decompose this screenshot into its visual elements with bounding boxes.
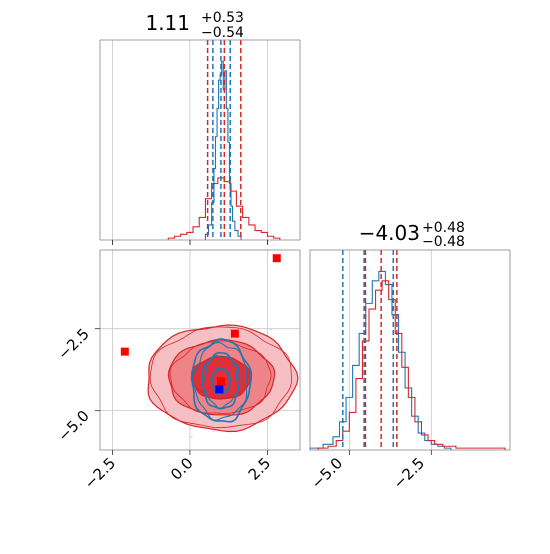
blue-contour-line [201,352,241,410]
histogram-step [309,270,452,450]
sample-point [257,327,260,330]
blue-contour-line [202,355,239,409]
hist-param-1-panel: 1.11 +0.53 −0.54 [99,10,301,245]
hist-param-2-ticks: −5.0 −2.5 [308,450,432,493]
hist-param-2-title-sub: −0.48 [422,234,465,250]
hist-param-1-frame [99,39,301,241]
sample-point [168,416,171,419]
hist-param-2-frame [309,249,511,451]
blue-contour-line [190,338,253,423]
joint-frame [99,249,301,451]
hist-param-1-title-sub: −0.54 [201,25,244,41]
hist-param-2-data [309,250,506,450]
hist-param-1-title-sup: +0.53 [201,10,244,26]
square-marker [120,347,129,356]
sample-point [190,436,193,438]
hist-param-1-ticks [112,240,268,245]
x-tick-label: −5.0 [308,454,346,492]
square-marker [216,377,225,386]
square-marker [230,329,239,338]
histogram-step [204,60,242,240]
hist-param-1-title: 1.11 [145,11,190,35]
red-contour-line [149,326,292,429]
joint-contours [120,254,299,438]
sample-point [212,430,215,433]
sample-point [151,409,153,412]
joint-panel: −2.5 0.0 2.5 −2.5 −5.0 [54,249,301,493]
red-contour-line [169,340,272,414]
histogram-step [317,280,506,450]
x-tick-label: 0.0 [167,454,197,484]
x-tick-label: −2.5 [390,454,428,492]
x-tick-label: −2.5 [81,454,119,492]
square-marker [272,254,281,263]
x-tick-label: 2.5 [245,454,275,484]
hist-param-1-data [167,40,281,240]
y-tick-label: −5.0 [54,407,92,445]
hist-param-2-title: −4.03 [359,221,420,245]
hist-param-1-grid [112,40,268,240]
blue-contour-line [211,368,231,395]
blue-contour-line [192,341,248,421]
sample-point [270,328,273,331]
hist-param-2-panel: −5.0 −2.5 −4.03 +0.48 −0.48 [308,220,511,493]
square-marker [215,385,224,394]
y-tick-label: −2.5 [54,325,92,363]
hist-param-2-title-sup: +0.48 [422,220,465,236]
